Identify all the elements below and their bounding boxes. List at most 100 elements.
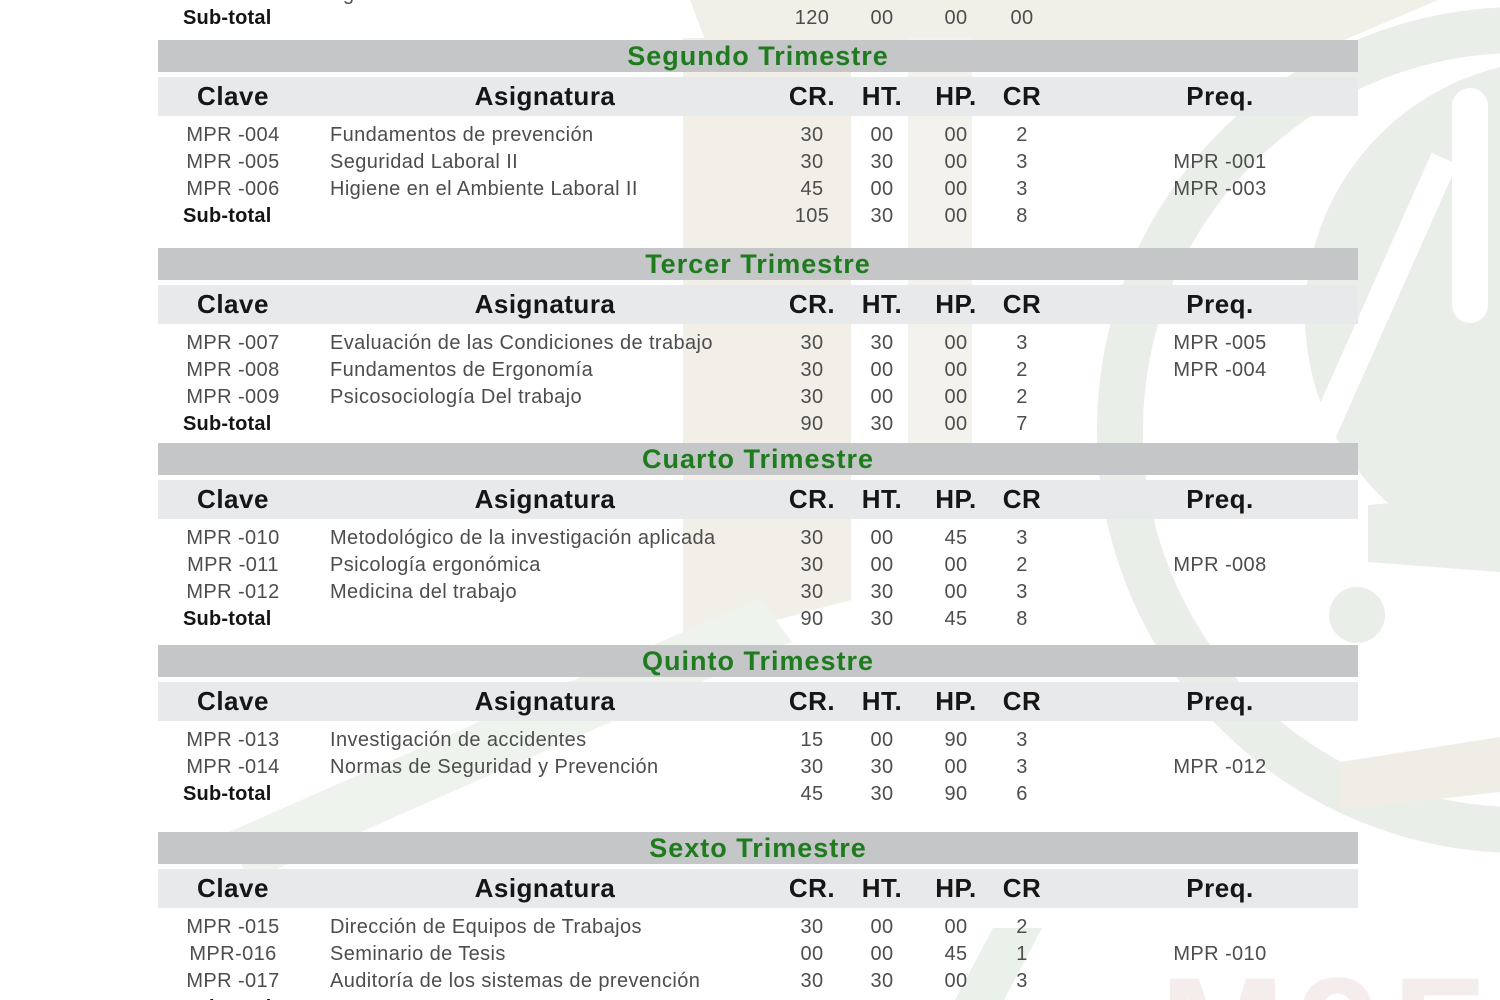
column-header-row: Clave Asignatura CR. HT. HP. CR Preq. (158, 77, 1358, 116)
trimester-section: Cuarto Trimestre Clave Asignatura CR. HT. HP.… (158, 443, 1358, 633)
row-hp-value: 00 (944, 124, 968, 146)
row-clave: MPR -015 (186, 916, 280, 938)
table-row: MPR -004 Fundamentos de prevención 30 00 00 2 (158, 122, 1358, 149)
row-preq: MPR -004 (1173, 359, 1267, 381)
table-row: MPR -009 Psicosociología Del trabajo 30 00 0… (158, 384, 1358, 411)
row-cr-value: 30 (800, 151, 824, 173)
row-cr2-value: 3 (1016, 581, 1028, 603)
subtotal-hp-value: 00 (944, 7, 968, 29)
row-preq: MPR -010 (1173, 943, 1267, 965)
row-asignatura: Fundamentos de prevención (330, 124, 594, 146)
column-header-clave: Clave (197, 686, 269, 716)
column-header-clave: Clave (197, 81, 269, 111)
subtotal-row: Sub-total 105 30 00 8 (158, 203, 1358, 230)
column-header-row: Clave Asignatura CR. HT. HP. CR Preq. (158, 682, 1358, 721)
row-ht-value: 30 (870, 970, 894, 992)
row-clave: MPR -014 (186, 756, 280, 778)
subtotal-row: Sub-total 90 30 45 8 (158, 606, 1358, 633)
row-asignatura: Investigación de accidentes (330, 729, 587, 751)
row-hp-value: 00 (944, 916, 968, 938)
column-header-cr2: CR (1002, 81, 1042, 111)
column-header-hp: HP. (935, 873, 977, 903)
subtotal-ht-value: 00 (870, 7, 894, 29)
column-header-ht: HT. (861, 873, 903, 903)
row-cr-value: 30 (800, 916, 824, 938)
subtotal-cr2-value: 6 (1016, 783, 1028, 805)
row-clave: MPR -011 (187, 554, 279, 576)
row-cr2-value: 3 (1016, 332, 1028, 354)
previous-section-remnant: g Sub-total 120 00 00 00 (158, 0, 1358, 38)
row-hp-value: 00 (944, 332, 968, 354)
subtotal-row: Sub-total 45 30 90 6 (158, 781, 1358, 808)
subtotal-cr-value: 120 (794, 7, 830, 29)
row-preq: MPR -003 (1173, 178, 1267, 200)
subtotal-cr2-value: 7 (1016, 413, 1028, 435)
row-clave: MPR -004 (186, 124, 280, 146)
row-ht-value: 00 (870, 943, 894, 965)
section-title-bar: Quinto Trimestre (158, 645, 1358, 677)
column-header-preq: Preq. (1186, 81, 1254, 111)
subtotal-cr2-value: 6 (968, 995, 1076, 1000)
row-hp-value: 00 (944, 151, 968, 173)
row-cr2-value: 3 (1016, 729, 1028, 751)
column-header-clave: Clave (197, 484, 269, 514)
subtotal-label: Sub-total (183, 608, 272, 630)
row-cr-value: 30 (800, 332, 824, 354)
row-clave: MPR -010 (186, 527, 280, 549)
row-ht-value: 30 (870, 581, 894, 603)
table-row: MPR -011 Psicología ergonómica 30 00 00 2 MPR … (158, 552, 1358, 579)
column-header-asignatura: Asignatura (474, 484, 616, 514)
section-title: Sexto Trimestre (649, 833, 867, 863)
trimester-section: Sexto Trimestre Clave Asignatura CR. HT. HP. C… (158, 832, 1358, 1000)
column-header-preq: Preq. (1186, 484, 1254, 514)
row-preq: MPR -005 (1173, 332, 1267, 354)
row-cr2-value: 2 (1016, 554, 1028, 576)
row-ht-value: 00 (870, 178, 894, 200)
column-header-row: Clave Asignatura CR. HT. HP. CR Preq. (158, 480, 1358, 519)
row-hp-value: 90 (944, 729, 968, 751)
row-cr-value: 30 (800, 359, 824, 381)
row-cr-value: 30 (800, 124, 824, 146)
subtotal-hp-value: 45 (902, 995, 1010, 1000)
table-row: MPR -008 Fundamentos de Ergonomía 30 00 00 2 M… (158, 357, 1358, 384)
column-header-cr: CR. (788, 686, 836, 716)
trimester-section: Quinto Trimestre Clave Asignatura CR. HT. HP.… (158, 645, 1358, 808)
subtotal-ht-value: 30 (870, 783, 894, 805)
row-cr-value: 15 (800, 729, 824, 751)
column-header-cr2: CR (1002, 686, 1042, 716)
subtotal-ht-value: 30 (870, 205, 894, 227)
table-row: MPR -015 Dirección de Equipos de Trabajos… (158, 914, 1358, 941)
row-cr2-value: 3 (1016, 527, 1028, 549)
row-cr-value: 45 (800, 178, 824, 200)
column-header-row: Clave Asignatura CR. HT. HP. CR Preq. (158, 285, 1358, 324)
row-cr2-value: 3 (1016, 970, 1028, 992)
column-header-hp: HP. (935, 484, 977, 514)
logo-letters-watermark: M9FS (1160, 946, 1500, 1000)
column-header-clave: Clave (197, 873, 269, 903)
row-cr2-value: 2 (1016, 359, 1028, 381)
subtotal-hp-value: 45 (944, 608, 968, 630)
row-hp-value: 00 (944, 554, 968, 576)
column-header-preq: Preq. (1186, 873, 1254, 903)
row-asignatura: Medicina del trabajo (330, 581, 517, 603)
column-header-clave: Clave (197, 289, 269, 319)
column-header-cr2: CR (1002, 289, 1042, 319)
table-row: MPR -017 Auditoría de los sistemas de pre… (158, 968, 1358, 995)
row-ht-value: 00 (870, 916, 894, 938)
row-asignatura: Seguridad Laboral II (330, 151, 519, 173)
column-header-ht: HT. (861, 81, 903, 111)
row-cr2-value: 1 (1016, 943, 1028, 965)
row-cr-value: 30 (800, 554, 824, 576)
table-row: MPR -014 Normas de Seguridad y Prevención… (158, 754, 1358, 781)
subtotal-label: Sub-total (183, 205, 272, 227)
row-preq: MPR -012 (1173, 756, 1267, 778)
rows-area: MPR -004 Fundamentos de prevención 30 00 00 2… (158, 116, 1358, 230)
row-ht-value: 30 (870, 151, 894, 173)
column-header-ht: HT. (861, 289, 903, 319)
row-cr-value: 00 (800, 943, 824, 965)
section-title-bar: Sexto Trimestre (158, 832, 1358, 864)
column-header-asignatura: Asignatura (474, 81, 616, 111)
column-header-preq: Preq. (1186, 686, 1254, 716)
row-preq: MPR -001 (1173, 151, 1267, 173)
